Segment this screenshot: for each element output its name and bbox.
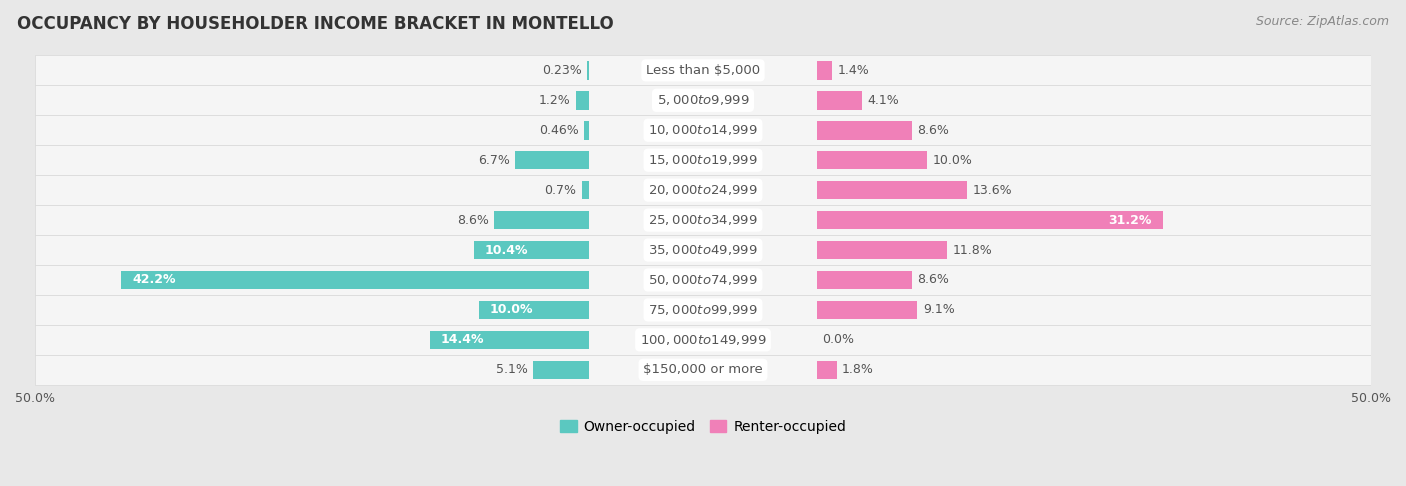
Bar [430, 330, 589, 349]
Bar [35, 325, 1371, 355]
Bar [478, 301, 589, 319]
Text: 1.4%: 1.4% [838, 64, 869, 77]
Bar [817, 361, 837, 379]
Text: 6.7%: 6.7% [478, 154, 510, 167]
Bar [817, 301, 918, 319]
Bar [817, 91, 862, 109]
Text: 10.0%: 10.0% [489, 303, 533, 316]
Text: 42.2%: 42.2% [132, 274, 176, 286]
Bar [586, 61, 589, 80]
Text: $25,000 to $34,999: $25,000 to $34,999 [648, 213, 758, 227]
Bar [121, 271, 589, 289]
Bar [817, 271, 912, 289]
Text: $150,000 or more: $150,000 or more [643, 364, 763, 376]
Bar [585, 121, 589, 139]
Bar [515, 151, 589, 170]
Bar [582, 181, 589, 199]
Bar [817, 61, 832, 80]
Bar [576, 91, 589, 109]
Text: 1.2%: 1.2% [538, 94, 571, 107]
Bar [817, 151, 928, 170]
Bar [35, 175, 1371, 205]
Text: 9.1%: 9.1% [922, 303, 955, 316]
Bar [35, 205, 1371, 235]
Text: 13.6%: 13.6% [973, 184, 1012, 197]
Bar [817, 241, 948, 260]
Bar [817, 211, 1163, 229]
Bar [35, 115, 1371, 145]
Text: $100,000 to $149,999: $100,000 to $149,999 [640, 333, 766, 347]
Bar [35, 55, 1371, 86]
Text: 5.1%: 5.1% [496, 364, 527, 376]
Bar [533, 361, 589, 379]
Bar [817, 121, 912, 139]
Bar [35, 235, 1371, 265]
Text: 0.0%: 0.0% [823, 333, 853, 347]
Bar [817, 181, 967, 199]
Text: $75,000 to $99,999: $75,000 to $99,999 [648, 303, 758, 317]
Text: OCCUPANCY BY HOUSEHOLDER INCOME BRACKET IN MONTELLO: OCCUPANCY BY HOUSEHOLDER INCOME BRACKET … [17, 15, 613, 33]
Text: 0.23%: 0.23% [541, 64, 582, 77]
Text: 1.8%: 1.8% [842, 364, 873, 376]
Text: 8.6%: 8.6% [457, 213, 489, 226]
Bar [35, 145, 1371, 175]
Text: $20,000 to $24,999: $20,000 to $24,999 [648, 183, 758, 197]
Text: $35,000 to $49,999: $35,000 to $49,999 [648, 243, 758, 257]
Bar [474, 241, 589, 260]
Text: 4.1%: 4.1% [868, 94, 898, 107]
Text: $50,000 to $74,999: $50,000 to $74,999 [648, 273, 758, 287]
Text: 10.4%: 10.4% [485, 243, 529, 257]
Bar [35, 86, 1371, 115]
Text: Source: ZipAtlas.com: Source: ZipAtlas.com [1256, 15, 1389, 28]
Text: $10,000 to $14,999: $10,000 to $14,999 [648, 123, 758, 137]
Bar [35, 355, 1371, 385]
Bar [494, 211, 589, 229]
Text: $15,000 to $19,999: $15,000 to $19,999 [648, 153, 758, 167]
Text: 0.46%: 0.46% [540, 124, 579, 137]
Text: 31.2%: 31.2% [1108, 213, 1152, 226]
Bar [35, 295, 1371, 325]
Text: 8.6%: 8.6% [917, 124, 949, 137]
Text: 8.6%: 8.6% [917, 274, 949, 286]
Text: 0.7%: 0.7% [544, 184, 576, 197]
Legend: Owner-occupied, Renter-occupied: Owner-occupied, Renter-occupied [554, 414, 852, 439]
Text: 11.8%: 11.8% [953, 243, 993, 257]
Text: $5,000 to $9,999: $5,000 to $9,999 [657, 93, 749, 107]
Bar [35, 265, 1371, 295]
Text: Less than $5,000: Less than $5,000 [645, 64, 761, 77]
Text: 14.4%: 14.4% [440, 333, 484, 347]
Text: 10.0%: 10.0% [932, 154, 973, 167]
